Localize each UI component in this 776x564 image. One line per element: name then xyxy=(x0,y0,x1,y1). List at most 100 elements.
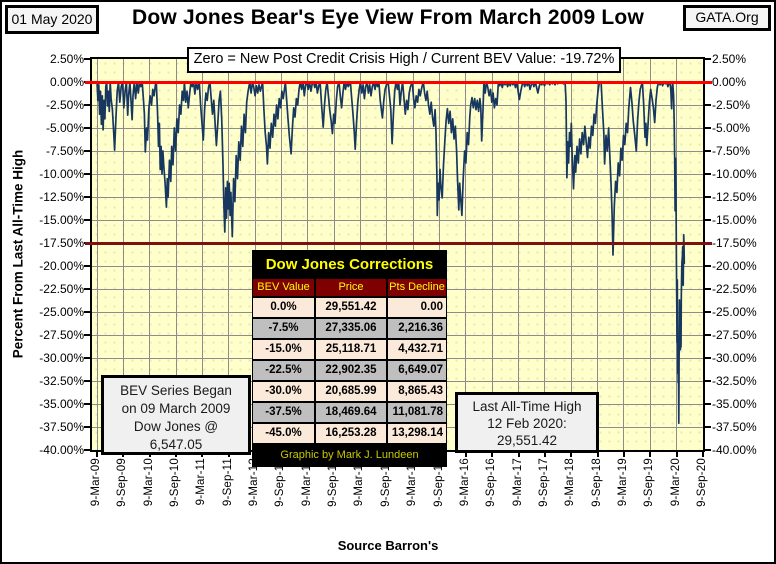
y-axis-tick-left xyxy=(84,357,90,359)
corrections-table-header: BEV Value Price Pts Decline xyxy=(253,279,446,296)
y-axis-tick-right xyxy=(705,58,711,60)
x-axis-tick xyxy=(649,452,652,457)
v-gridline xyxy=(623,59,625,450)
y-axis-tick-right xyxy=(705,311,711,313)
table-cell: -37.5% xyxy=(265,406,302,418)
x-axis-tick xyxy=(96,452,98,457)
v-gridline xyxy=(149,59,151,450)
v-gridline xyxy=(597,59,599,450)
y-axis-tick-left xyxy=(84,311,90,313)
h-gridline xyxy=(92,127,703,129)
table-cell: -30.0% xyxy=(265,385,302,397)
y-axis-tick-right xyxy=(705,127,711,129)
x-axis-label: 9-Sep-20 xyxy=(696,458,708,507)
note-line: 6,547.05 xyxy=(149,437,203,452)
y-axis-tick-left xyxy=(84,219,90,221)
y-axis-label-right: -22.50% xyxy=(712,282,757,296)
y-axis-label-right: -10.00% xyxy=(712,167,757,181)
y-axis-tick-left xyxy=(84,449,90,451)
y-axis-label-left: -32.50% xyxy=(39,374,84,388)
source-label: Source Barron's xyxy=(337,538,439,553)
table-cell: -15.0% xyxy=(265,343,302,355)
table-row: -7.5% 27,335.06 2,216.36 xyxy=(253,317,446,338)
note-line: on 09 March 2009 xyxy=(121,401,231,416)
table-cell: 0.00 xyxy=(386,298,446,317)
table-column-header: BEV Value xyxy=(257,281,310,293)
table-row: -30.0% 20,685.99 8,865.43 xyxy=(253,380,446,401)
x-axis-label: 9-Mar-19 xyxy=(616,458,629,507)
x-axis-label: 9-Mar-17 xyxy=(511,458,524,507)
table-cell: 16,253.28 xyxy=(314,424,386,443)
x-axis-tick xyxy=(570,452,573,457)
table-cell: 8,865.43 xyxy=(386,382,446,401)
note-line: Last All-Time High xyxy=(472,399,582,414)
v-gridline xyxy=(570,59,572,450)
y-axis-label-right: -30.00% xyxy=(712,351,757,365)
corrections-table-footer: Graphic by Mark J. Lundeen xyxy=(253,443,446,466)
y-axis-label-right: -25.00% xyxy=(712,305,757,319)
table-cell: 20,685.99 xyxy=(314,382,386,401)
table-cell: -45.0% xyxy=(265,427,302,439)
x-axis-tick xyxy=(464,452,467,457)
x-axis-label: 9-Mar-10 xyxy=(142,458,155,507)
table-cell: 22,902.35 xyxy=(314,361,386,380)
corrections-table-title: Dow Jones Corrections xyxy=(253,251,446,279)
y-axis-tick-right xyxy=(705,265,711,267)
y-axis-tick-right xyxy=(705,196,711,198)
v-gridline xyxy=(465,59,467,450)
table-cell: 18,469.64 xyxy=(314,403,386,422)
y-axis-tick-left xyxy=(84,127,90,129)
y-axis-label-left: -30.00% xyxy=(39,351,84,365)
x-axis-label: 9-Sep-11 xyxy=(221,458,234,507)
y-axis-tick-left xyxy=(84,150,90,152)
h-gridline xyxy=(92,196,703,198)
table-cell: 2,216.36 xyxy=(386,319,446,338)
y-axis-tick-right xyxy=(705,173,711,175)
x-axis-label: 9-Mar-09 xyxy=(90,458,102,507)
y-axis-tick-right xyxy=(705,288,711,290)
x-axis-tick xyxy=(702,452,704,457)
x-axis-tick xyxy=(596,452,599,457)
y-axis-label-left: -10.00% xyxy=(39,167,84,181)
y-axis-label-left: -25.00% xyxy=(39,305,84,319)
y-axis-tick-right xyxy=(705,104,711,106)
note-line: BEV Series Began xyxy=(120,383,232,398)
table-cell: 0.0% xyxy=(270,301,297,313)
corrections-table: Dow Jones Corrections BEV Value Price Pts … xyxy=(252,250,447,467)
y-axis-label-left: -5.00% xyxy=(45,121,84,135)
bev-polyline xyxy=(96,81,686,425)
table-cell: 27,335.06 xyxy=(314,319,386,338)
note-line: 12 Feb 2020: xyxy=(487,416,567,431)
x-axis-label: 9-Mar-18 xyxy=(564,458,577,507)
y-axis-label-right: -37.50% xyxy=(712,420,757,434)
y-axis-tick-left xyxy=(84,403,90,405)
y-axis-label-left: 2.50% xyxy=(49,52,84,66)
y-axis-label-right: -40.00% xyxy=(712,443,757,457)
y-axis-tick-left xyxy=(84,426,90,428)
table-cell: -7.5% xyxy=(268,322,299,334)
bev-line-series xyxy=(96,81,686,425)
table-cell: -22.5% xyxy=(265,364,302,376)
y-axis-tick-right xyxy=(705,357,711,359)
y-axis-label-right: -2.50% xyxy=(712,98,751,112)
y-axis-title: Percent From Last All-Time High xyxy=(10,149,26,359)
h-gridline xyxy=(92,104,703,106)
report-date: 01 May 2020 xyxy=(11,11,93,27)
v-gridline xyxy=(518,59,520,450)
x-axis-tick xyxy=(543,452,546,457)
v-gridline xyxy=(491,59,493,450)
x-axis-label: 9-Sep-09 xyxy=(116,458,129,507)
chart-title: Dow Jones Bear's Eye View From March 200… xyxy=(132,6,644,29)
y-axis-tick-left xyxy=(84,173,90,175)
y-axis-label-right: -15.00% xyxy=(712,213,757,227)
x-axis-tick xyxy=(622,452,625,457)
y-axis-label-left: -37.50% xyxy=(39,420,84,434)
y-axis-label-left: -17.50% xyxy=(39,236,84,250)
v-gridline xyxy=(122,59,124,450)
y-axis-tick-left xyxy=(84,288,90,290)
y-axis-tick-right xyxy=(705,449,711,451)
h-gridline xyxy=(92,173,703,175)
y-axis-tick-left xyxy=(84,380,90,382)
corrections-table-body: 0.0% 29,551.42 0.00 -7.5% 27,335.06 2,216.36-… xyxy=(253,296,446,443)
